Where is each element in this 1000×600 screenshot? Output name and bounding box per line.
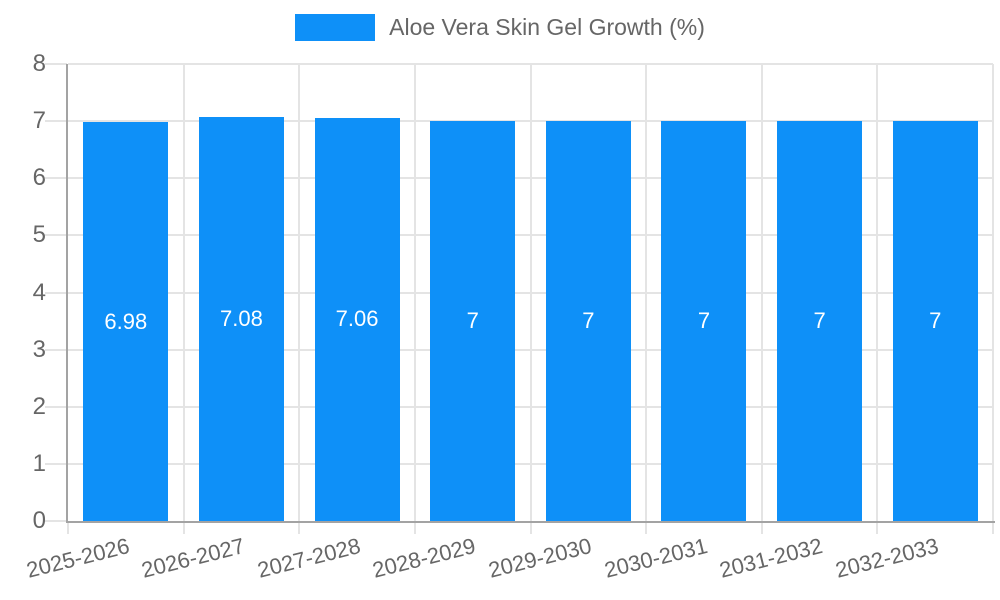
bar[interactable]: 7 [777, 121, 863, 521]
bar-value-label: 7 [466, 308, 479, 334]
y-axis-tick [45, 462, 67, 465]
x-axis-label: 2029-2030 [485, 533, 595, 583]
y-axis-label: 7 [32, 107, 46, 135]
x-axis-label: 2028-2029 [370, 533, 479, 583]
gridline-vertical [529, 64, 532, 521]
x-axis-label: 2030-2031 [601, 533, 710, 583]
y-axis-label: 2 [32, 392, 46, 420]
y-axis-tick [45, 520, 67, 522]
x-axis-tick [67, 523, 69, 534]
x-axis-tick [760, 523, 763, 534]
x-axis-tick [645, 523, 648, 534]
gridline-vertical [992, 64, 994, 521]
x-axis-label: 2026-2027 [139, 533, 248, 583]
bar[interactable]: 7 [545, 121, 631, 521]
gridline-vertical [876, 64, 879, 521]
y-axis-label: 8 [32, 50, 46, 77]
bar-value-label: 6.98 [104, 308, 148, 334]
x-axis-tick [876, 523, 879, 534]
legend[interactable]: Aloe Vera Skin Gel Growth (%) [0, 14, 1000, 41]
gridline-vertical [298, 64, 301, 521]
legend-label: Aloe Vera Skin Gel Growth (%) [389, 14, 705, 40]
y-axis-tick [45, 348, 67, 351]
gridline-vertical [760, 64, 763, 521]
y-axis-label: 3 [32, 335, 46, 363]
y-axis-label: 5 [32, 221, 46, 249]
y-axis-label: 4 [32, 278, 46, 306]
x-axis-tick [182, 523, 185, 534]
y-axis-tick [45, 120, 67, 123]
x-axis-label: 2025-2026 [23, 533, 132, 583]
bar-value-label: 7 [929, 308, 942, 334]
y-axis-tick [45, 405, 67, 408]
gridline-vertical [645, 64, 648, 521]
x-axis-label: 2032-2033 [832, 533, 941, 583]
bar[interactable]: 7 [430, 121, 516, 521]
bar[interactable]: 7 [892, 121, 978, 521]
bar-value-label: 7.06 [335, 306, 379, 332]
bar[interactable]: 7.08 [198, 116, 284, 521]
bar-value-label: 7 [813, 308, 826, 334]
y-axis-label: 6 [32, 164, 46, 192]
bar-value-label: 7 [697, 308, 711, 334]
legend-swatch [295, 14, 376, 41]
bar-value-label: 7.08 [220, 305, 263, 331]
x-axis-label: 2031-2032 [717, 533, 826, 583]
x-axis-tick [413, 523, 416, 534]
bar[interactable]: 7 [661, 121, 747, 521]
y-axis-tick [45, 291, 67, 294]
y-axis-tick [45, 234, 67, 237]
bar-value-label: 7 [582, 308, 595, 334]
y-axis-label: 1 [32, 449, 46, 477]
x-axis-line [66, 521, 995, 523]
y-axis-tick [45, 177, 67, 180]
gridline-vertical [413, 64, 416, 521]
plot-area: 6.98 7.08 7.06 7 7 7 7 7 [68, 63, 994, 521]
x-axis-tick [992, 523, 994, 534]
x-axis-tick [298, 523, 301, 534]
gridline-vertical [182, 64, 185, 521]
y-axis-label: 0 [32, 507, 46, 534]
bar[interactable]: 7.06 [314, 117, 400, 521]
y-axis-tick [45, 63, 67, 65]
x-axis-label: 2027-2028 [254, 533, 363, 583]
x-axis-tick [529, 523, 532, 534]
y-axis-line [66, 64, 68, 523]
bar[interactable]: 6.98 [83, 122, 169, 521]
